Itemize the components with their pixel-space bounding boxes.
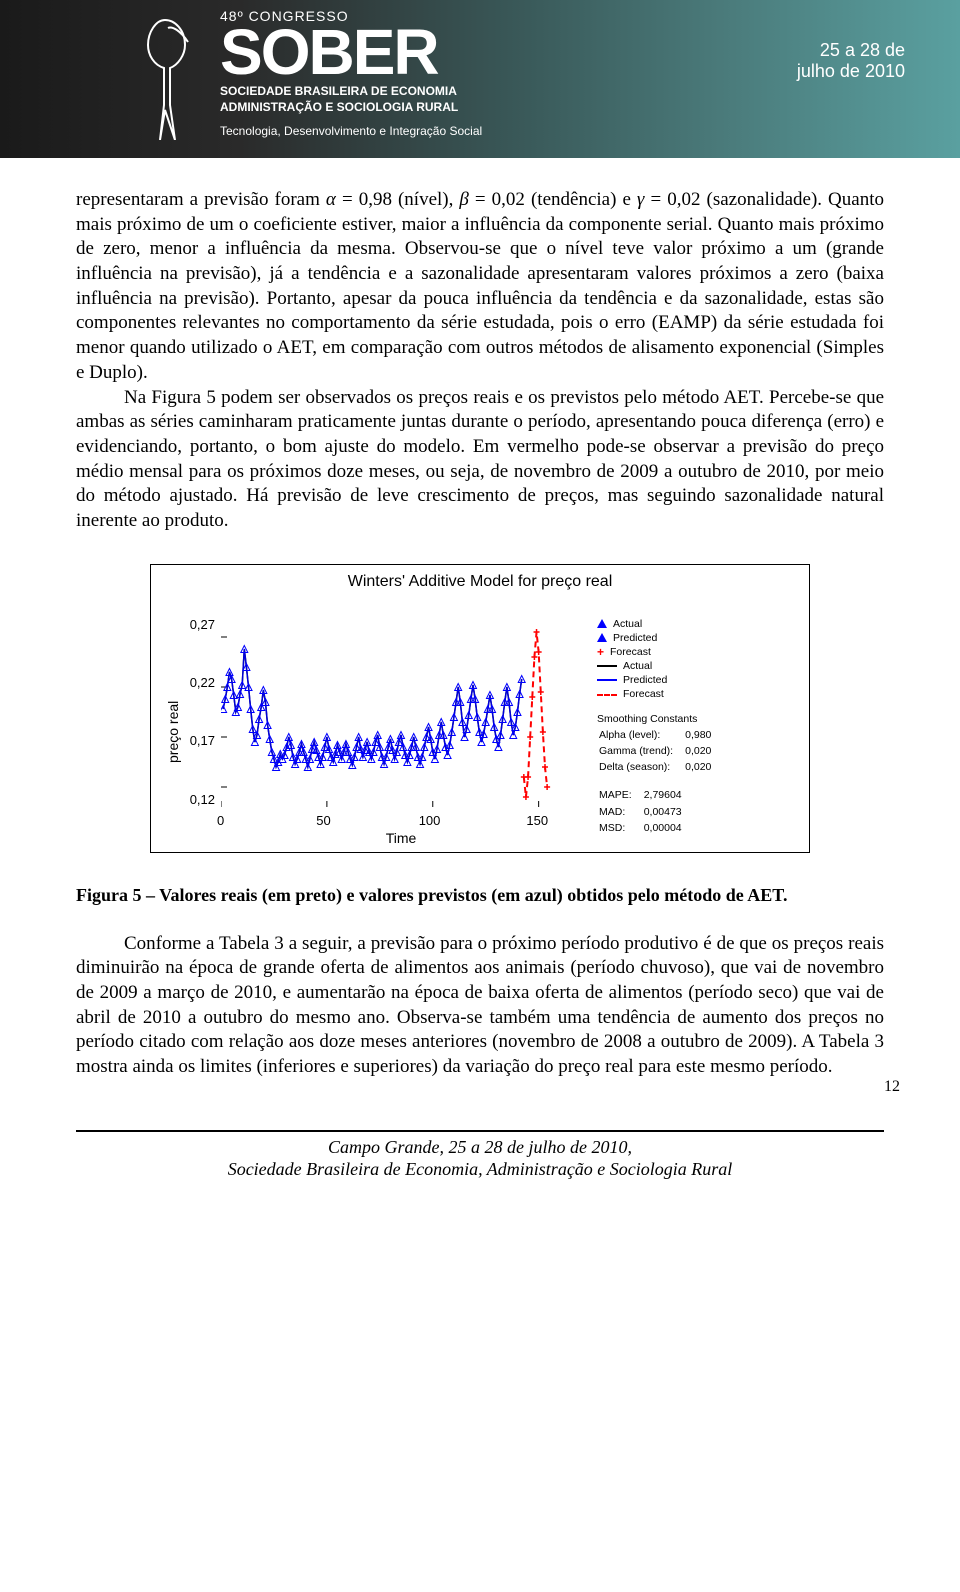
beta-symbol: β [459, 189, 468, 210]
legend-label-2: Forecast [610, 645, 651, 659]
constants-title: Smoothing Constants [597, 712, 761, 726]
legend-label-5: Forecast [623, 687, 664, 701]
paragraph-1: representaram a previsão foram α = 0,98 … [76, 188, 884, 386]
gamma-label: Gamma (trend): [599, 744, 683, 758]
society-name-1: SOCIEDADE BRASILEIRA DE ECONOMIA [220, 84, 482, 98]
ytick-3: 0,12 [185, 792, 215, 807]
xtick-1: 50 [316, 813, 330, 828]
footer-line-1: Campo Grande, 25 a 28 de julho de 2010, [0, 1136, 960, 1159]
xtick-0: 0 [217, 813, 224, 828]
paragraph-3: Conforme a Tabela 3 a seguir, a previsão… [76, 932, 884, 1080]
p1-b: = 0,98 (nível), [336, 189, 460, 210]
date-line-1: 25 a 28 de [797, 40, 905, 61]
p1-c: = 0,02 (tendência) e [469, 189, 637, 210]
ytick-2: 0,17 [185, 733, 215, 748]
chart-y-ticks: 0,27 0,22 0,17 0,12 [185, 617, 221, 807]
chart-plot-area [221, 617, 581, 807]
msd-label: MSD: [599, 821, 642, 835]
legend-predicted-marker: Predicted [597, 631, 761, 645]
legend-forecast-marker: + Forecast [597, 645, 761, 659]
dash-line-icon [597, 694, 617, 696]
triangle-icon [597, 633, 607, 642]
conference-tagline: Tecnologia, Desenvolvimento e Integração… [220, 124, 482, 138]
legend-forecast-line: Forecast [597, 687, 761, 701]
triangle-icon [597, 619, 607, 628]
legend-label-1: Predicted [613, 631, 657, 645]
chart-title: Winters' Additive Model for preço real [151, 565, 809, 617]
mad-value: 0,00473 [644, 805, 692, 819]
winters-chart-figure: Winters' Additive Model for preço real p… [150, 564, 810, 853]
page-number: 12 [0, 1078, 960, 1096]
cross-icon: + [597, 646, 604, 658]
alpha-label: Alpha (level): [599, 728, 683, 742]
chart-legend: Actual Predicted + Forecast Actual Predic… [581, 617, 761, 846]
alpha-value: 0,980 [685, 728, 721, 742]
legend-label-3: Actual [623, 659, 652, 673]
ytick-0: 0,27 [185, 617, 215, 632]
smoothing-constants: Smoothing Constants Alpha (level):0,980 … [597, 712, 761, 777]
xtick-3: 150 [526, 813, 548, 828]
legend-actual-line: Actual [597, 659, 761, 673]
footer-line-2: Sociedade Brasileira de Economia, Admini… [0, 1158, 960, 1181]
legend-predicted-line: Predicted [597, 673, 761, 687]
chart-x-ticks: 0 50 100 150 [221, 807, 581, 828]
delta-value: 0,020 [685, 760, 721, 774]
conference-banner: 48º CONGRESSO SOBER SOCIEDADE BRASILEIRA… [0, 0, 960, 158]
line-icon [597, 665, 617, 667]
page-footer: Campo Grande, 25 a 28 de julho de 2010, … [0, 1132, 960, 1195]
p1-a: representaram a previsão foram [76, 189, 326, 210]
legend-actual-marker: Actual [597, 617, 761, 631]
society-name-2: ADMINISTRAÇÃO E SOCIOLOGIA RURAL [220, 100, 482, 114]
ytick-1: 0,22 [185, 675, 215, 690]
page-content-2: Conforme a Tabela 3 a seguir, a previsão… [0, 906, 960, 1080]
page-content: representaram a previsão foram α = 0,98 … [0, 158, 960, 534]
msd-value: 0,00004 [644, 821, 692, 835]
p1-d: = 0,02 (sazonalidade). Quanto mais próxi… [76, 189, 884, 383]
mape-value: 2,79604 [644, 788, 692, 802]
error-metrics: MAPE:2,79604 MAD:0,00473 MSD:0,00004 [597, 786, 761, 837]
xtick-2: 100 [419, 813, 441, 828]
chart-x-axis-label: Time [221, 828, 581, 846]
alpha-symbol: α [326, 189, 336, 210]
legend-label-4: Predicted [623, 673, 667, 687]
paragraph-2: Na Figura 5 podem ser observados os preç… [76, 386, 884, 534]
line-icon [597, 679, 617, 681]
legend-label-0: Actual [613, 617, 642, 631]
delta-label: Delta (season): [599, 760, 683, 774]
chart-svg [221, 617, 581, 807]
mape-label: MAPE: [599, 788, 642, 802]
figure-5-caption: Figura 5 – Valores reais (em preto) e va… [0, 863, 960, 906]
date-line-2: julho de 2010 [797, 61, 905, 82]
chart-y-axis-label: preço real [161, 617, 185, 846]
gamma-value: 0,020 [685, 744, 721, 758]
sober-logo-text: SOBER [220, 24, 482, 82]
mad-label: MAD: [599, 805, 642, 819]
conference-date: 25 a 28 de julho de 2010 [797, 40, 905, 81]
